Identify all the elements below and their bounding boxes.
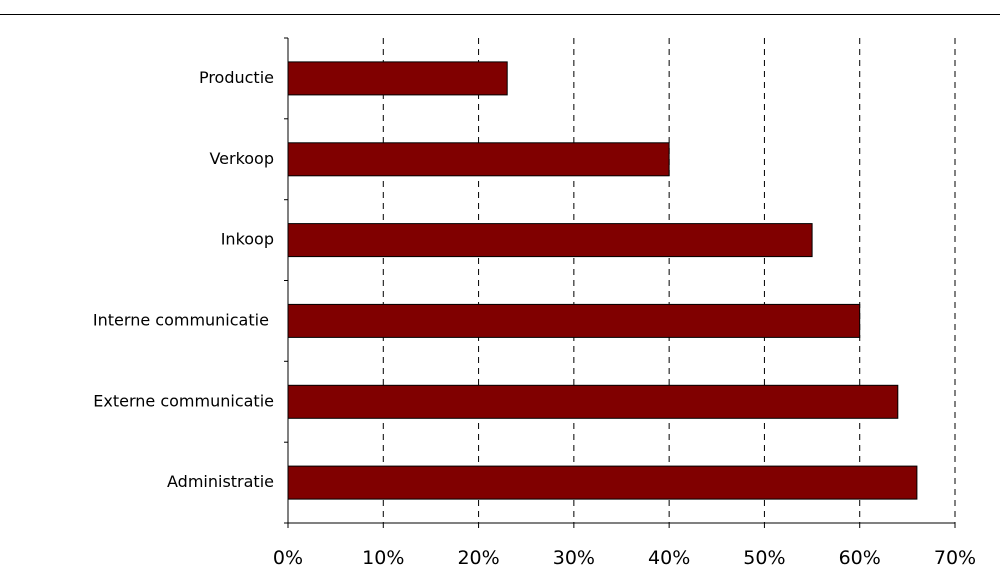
x-tick-label-7: 70% (934, 547, 976, 569)
x-tick-labels: 0% 10% 20% 30% 40% 50% 60% 70% (273, 547, 976, 569)
x-tick-label-3: 30% (553, 547, 595, 569)
category-label-2: Interne communicatie (93, 310, 274, 329)
bar-4 (287, 142, 670, 177)
category-label-5: Productie (199, 68, 274, 87)
bars (287, 61, 918, 500)
x-tick-label-1: 10% (362, 547, 404, 569)
category-label-3: Inkoop (221, 230, 274, 249)
category-label-1: Externe communicatie (93, 391, 274, 410)
bar-5 (287, 61, 508, 96)
top-rule (0, 14, 1000, 15)
bar-3 (287, 223, 813, 258)
x-tick-label-4: 40% (648, 547, 690, 569)
bar-1 (287, 384, 899, 419)
category-label-0: Administratie (167, 472, 274, 491)
x-tick-label-5: 50% (743, 547, 785, 569)
bar-2 (287, 303, 861, 338)
x-tick-label-6: 60% (839, 547, 881, 569)
axes (284, 37, 956, 528)
category-label-4: Verkoop (209, 149, 274, 168)
category-labels: Administratie Externe communicatie Interne… (93, 68, 274, 491)
bar-0 (287, 465, 918, 500)
x-tick-label-2: 20% (457, 547, 499, 569)
grid-lines (382, 38, 956, 523)
x-tick-label-0: 0% (273, 547, 303, 569)
